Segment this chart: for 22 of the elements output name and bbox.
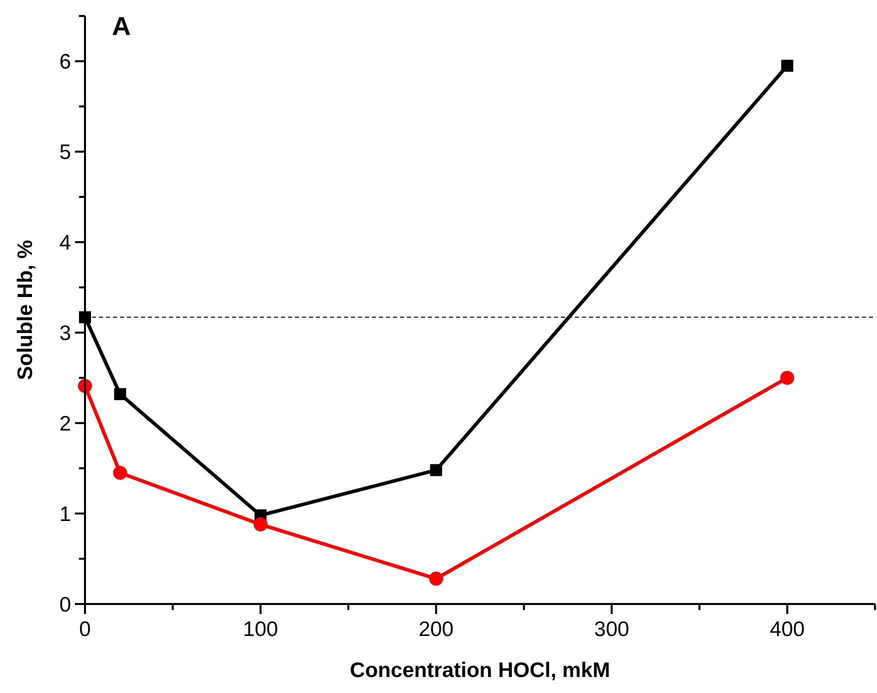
x-axis-title: Concentration HOCl, mkM — [350, 659, 610, 682]
point — [780, 370, 794, 385]
y-tick-label: 5 — [59, 141, 71, 164]
point — [113, 466, 128, 480]
y-tick-label: 3 — [59, 322, 71, 345]
point — [781, 60, 794, 72]
y-axis-title: Soluble Hb, % — [14, 240, 37, 380]
point — [114, 388, 126, 400]
y-tick-label: 6 — [59, 50, 71, 74]
x-tick-label: 0 — [79, 618, 91, 641]
point — [254, 517, 268, 532]
x-tick-label: 200 — [418, 618, 454, 641]
y-tick-label: 4 — [59, 232, 72, 255]
x-tick-label: 400 — [770, 618, 805, 641]
y-tick-label: 2 — [59, 412, 71, 436]
x-tick-label: 100 — [243, 618, 278, 641]
y-tick-label: 0 — [59, 593, 71, 616]
point — [430, 464, 442, 476]
x-tick-label: 300 — [594, 618, 630, 641]
point — [429, 572, 444, 586]
y-tick-label: 1 — [59, 502, 71, 526]
annotation: A — [112, 11, 131, 41]
